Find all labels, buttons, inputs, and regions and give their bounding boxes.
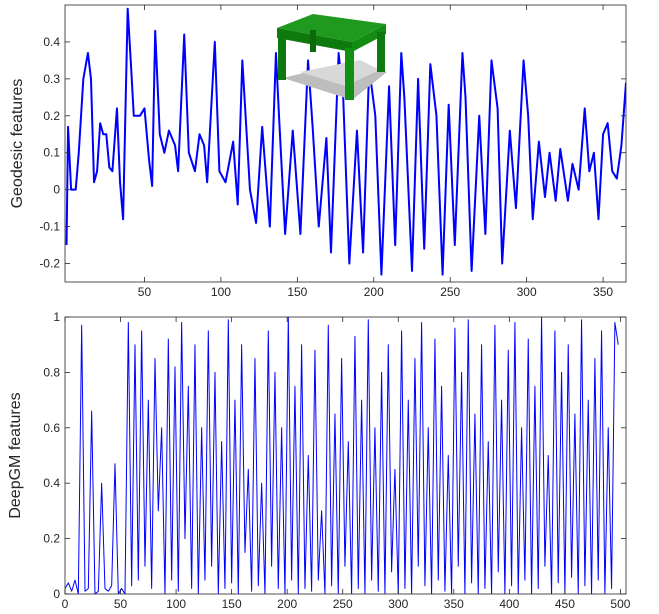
y-tick-label: 0.4	[43, 476, 60, 490]
y-tick-label: 0	[53, 587, 60, 601]
x-tick-label: 450	[555, 597, 575, 611]
x-tick-label: 100	[211, 285, 231, 299]
x-tick-label: 200	[277, 597, 297, 611]
y-tick-label: 0.1	[43, 146, 60, 160]
y-tick-label: 0.8	[43, 365, 60, 379]
x-tick-label: 250	[333, 597, 353, 611]
x-tick-label: 50	[138, 285, 152, 299]
y-tick-label: 0.2	[43, 532, 60, 546]
y-tick-label: 0.6	[43, 421, 60, 435]
y-tick-label: -0.1	[39, 220, 60, 234]
x-tick-label: 350	[444, 597, 464, 611]
y-axis-label: Geodesic features	[9, 79, 26, 209]
figure: 50100150200250300350-0.2-0.100.10.20.30.…	[0, 0, 659, 614]
x-tick-label: 50	[114, 597, 128, 611]
x-tick-label: 350	[593, 285, 613, 299]
y-tick-label: 1	[53, 310, 60, 324]
x-tick-label: 300	[517, 285, 537, 299]
y-axis-label: DeepGM features	[7, 392, 24, 518]
x-tick-label: 150	[287, 285, 307, 299]
x-tick-label: 200	[364, 285, 384, 299]
x-tick-label: 500	[610, 597, 630, 611]
x-tick-label: 100	[166, 597, 186, 611]
x-tick-label: 150	[222, 597, 242, 611]
y-tick-label: 0.2	[43, 109, 60, 123]
y-tick-label: 0.4	[43, 35, 60, 49]
y-tick-label: 0	[53, 183, 60, 197]
x-tick-label: 0	[62, 597, 69, 611]
x-tick-label: 300	[388, 597, 408, 611]
y-tick-label: 0.3	[43, 72, 60, 86]
x-tick-label: 250	[440, 285, 460, 299]
x-tick-label: 400	[499, 597, 519, 611]
y-tick-label: -0.2	[39, 257, 60, 271]
